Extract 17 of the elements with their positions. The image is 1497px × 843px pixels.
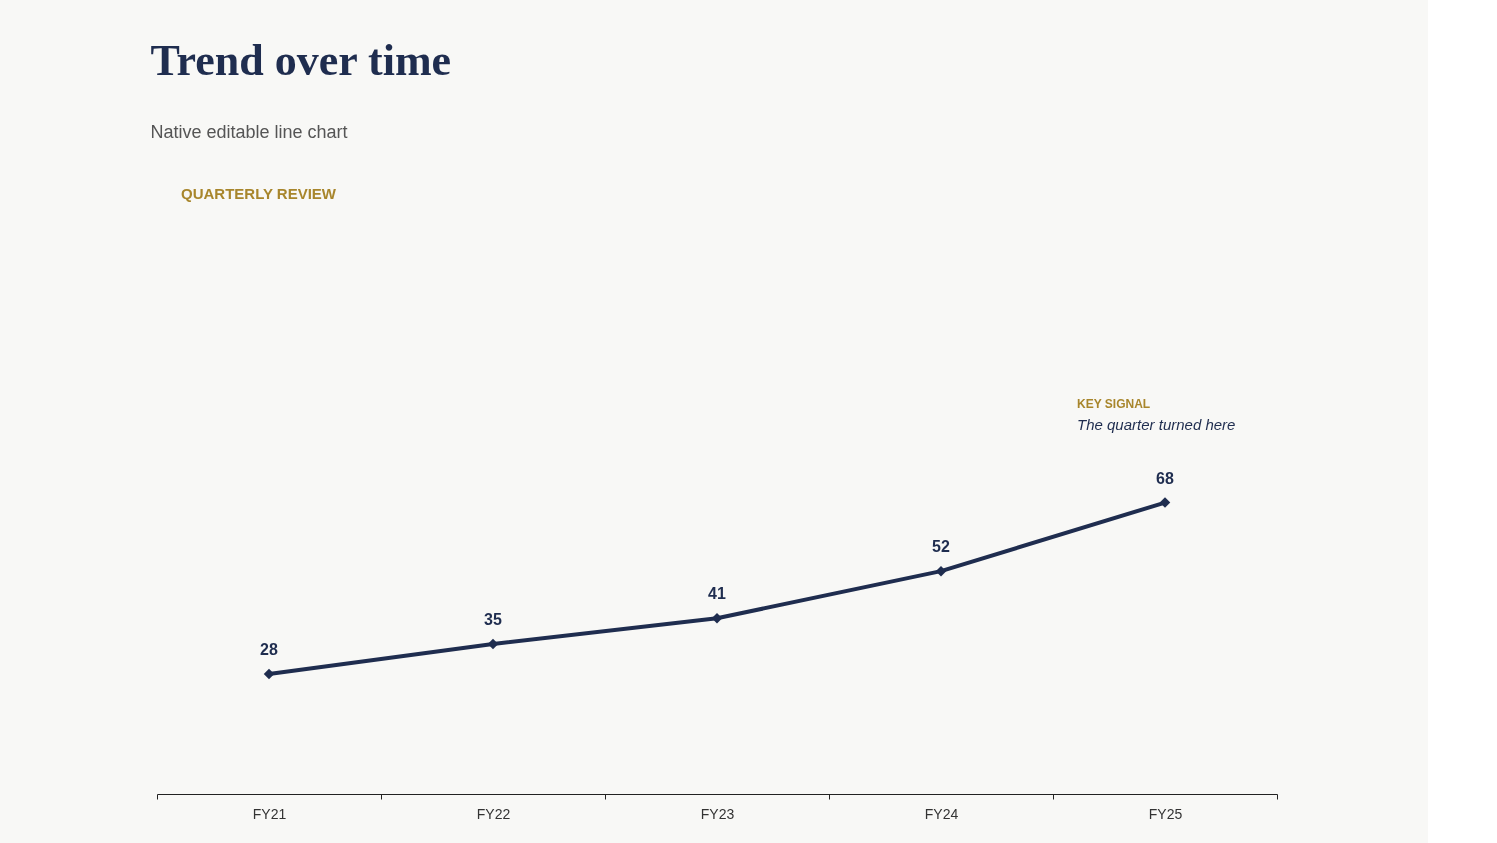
point [935,565,947,577]
x-tick-label: FY21 [252,805,287,822]
text: The quarter turned here [1077,416,1236,433]
x-tick-label: FY24 [924,805,959,822]
data-label: 28 [260,641,278,658]
data-label: 35 [484,611,502,628]
x-tick-label: FY22 [476,805,511,822]
data-label: 68 [1156,469,1174,487]
x-tick-label: FY23 [700,805,735,822]
point [1159,497,1171,508]
x-tick-label: FY25 [1148,805,1183,822]
chart-title: Trend over time [150,36,452,85]
chart-subtitle: Native editable line chart [150,122,348,142]
data-label: 52 [932,538,950,556]
data-label: 41 [708,585,726,603]
text: KEY SIGNAL [1077,397,1151,411]
text: QUARTERLY REVIEW [181,185,337,202]
